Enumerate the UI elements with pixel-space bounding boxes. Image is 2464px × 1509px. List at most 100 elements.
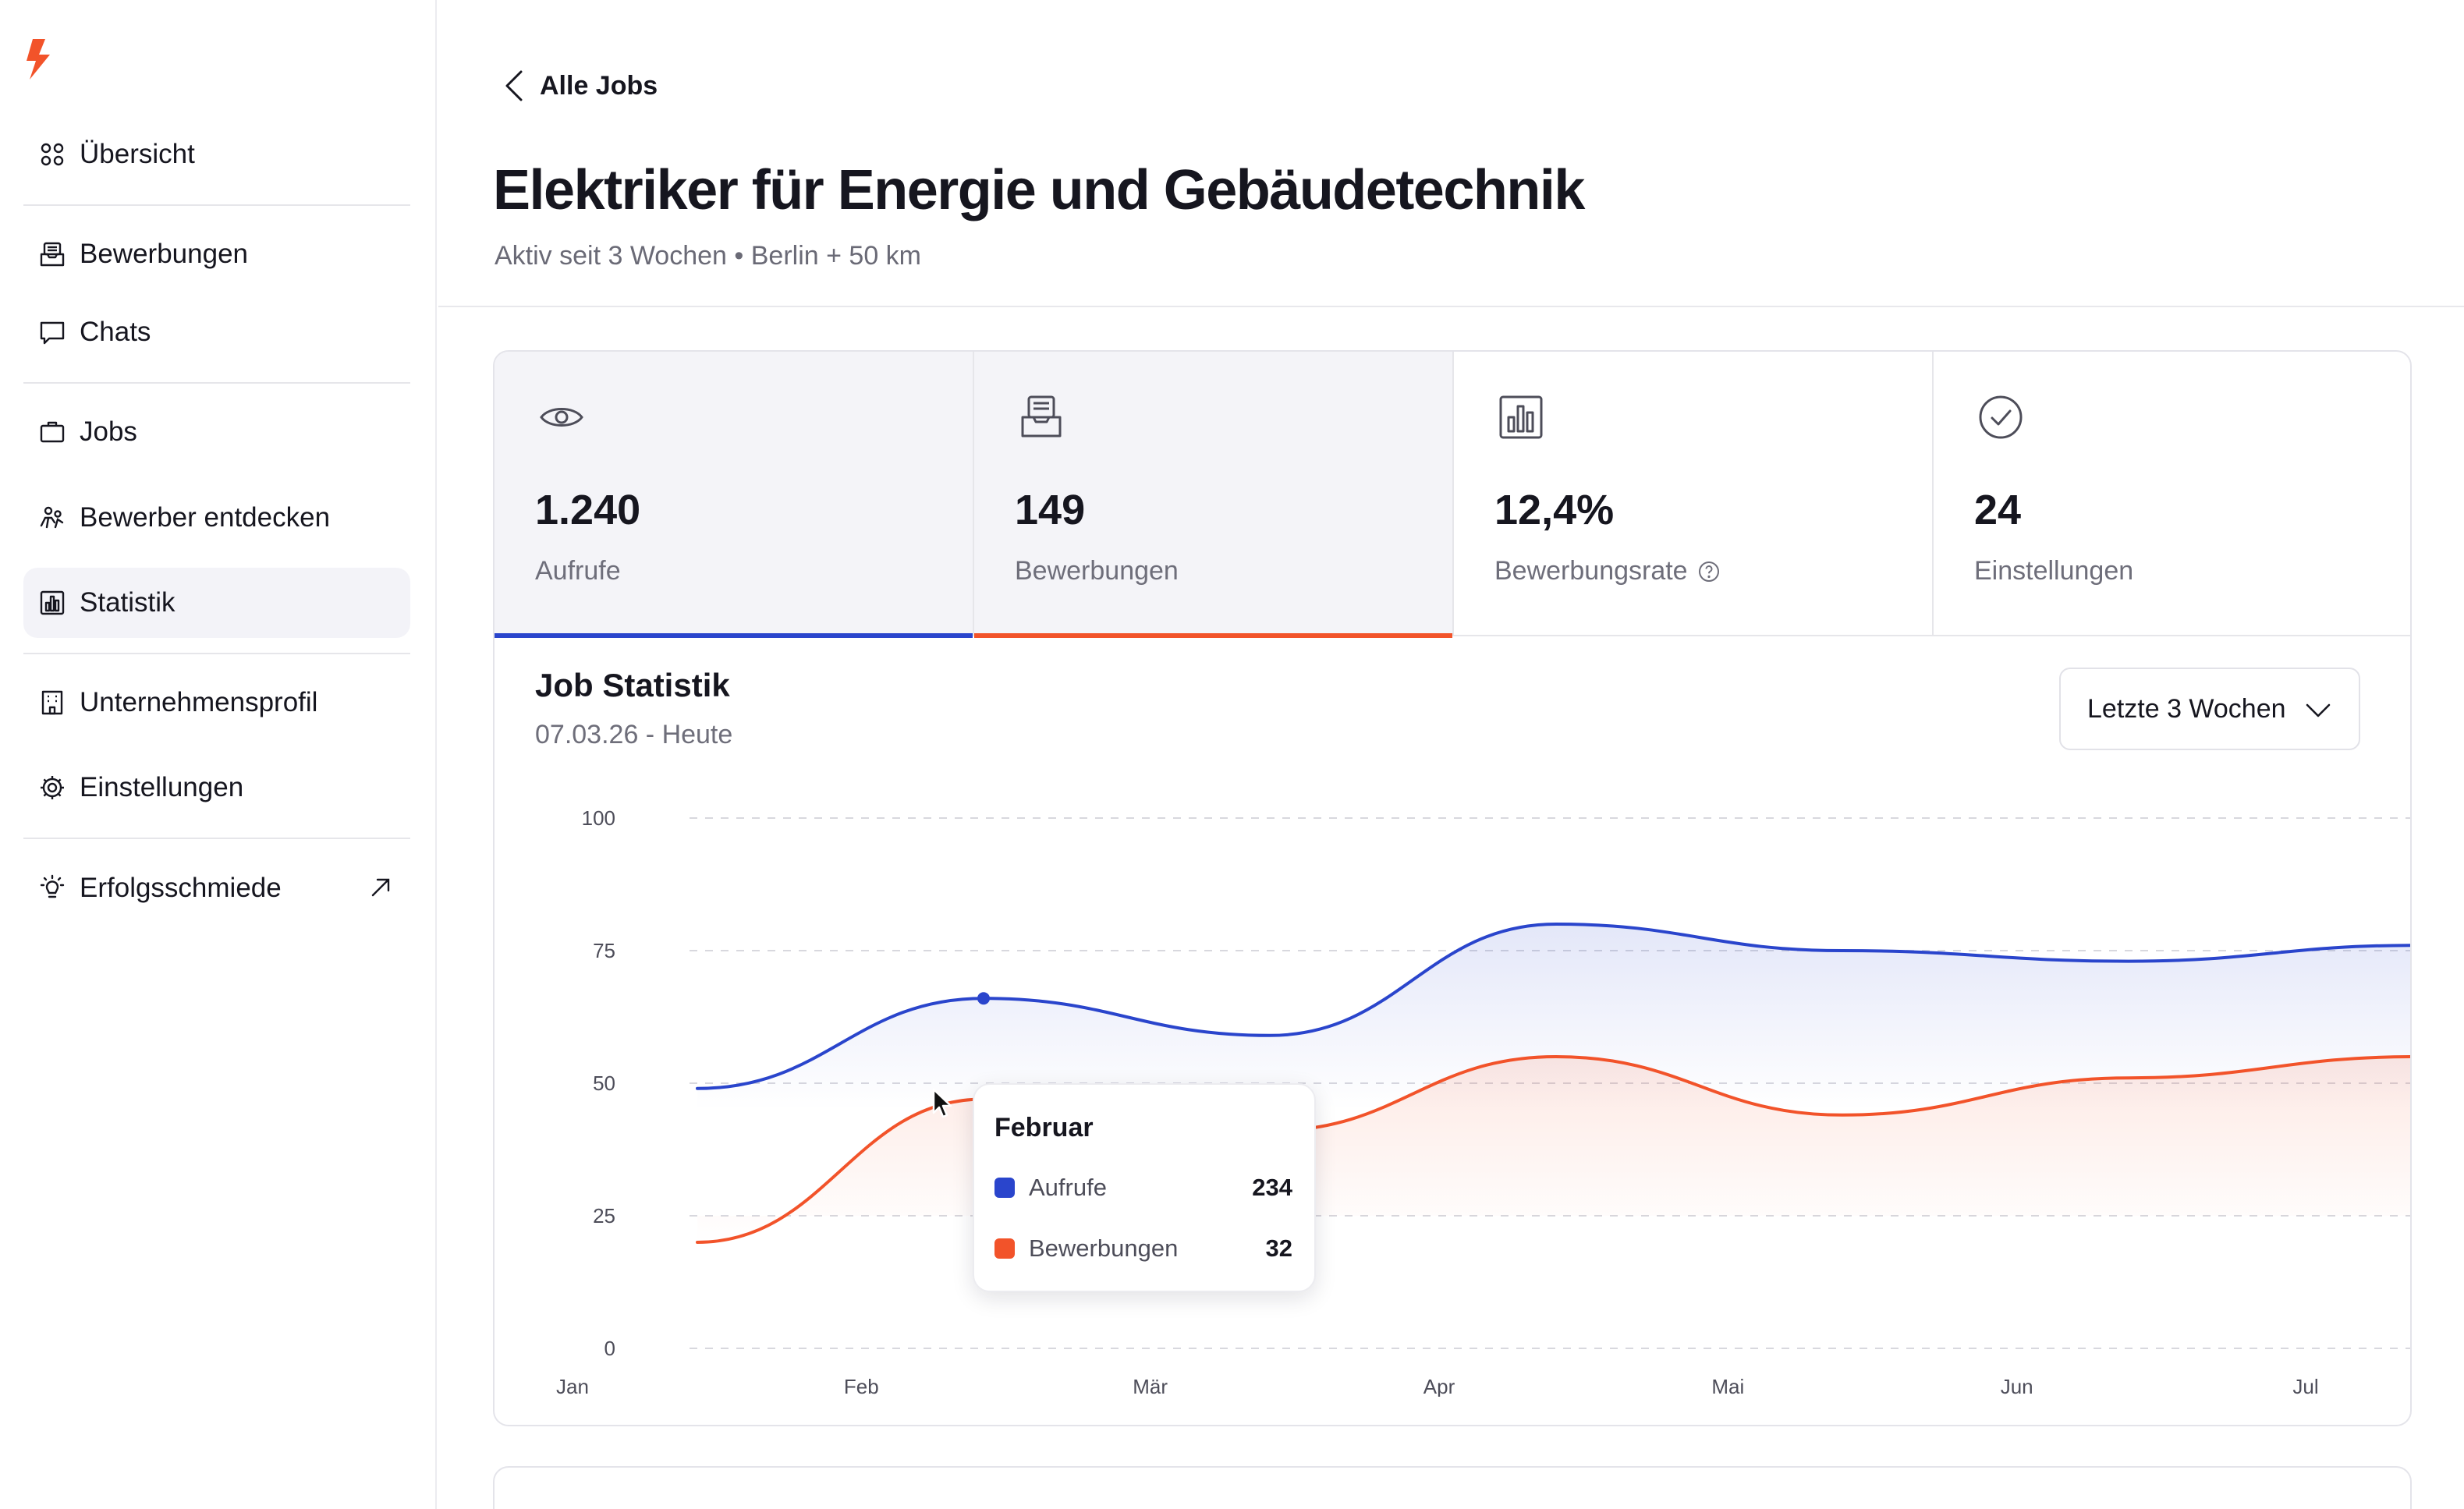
chevron-left-icon — [505, 70, 523, 101]
inbox-icon — [1021, 395, 1062, 437]
briefcase-icon — [37, 417, 67, 447]
header-divider — [438, 306, 2464, 307]
secondary-card — [493, 1466, 2412, 1509]
hover-point-aufrufe — [977, 992, 990, 1005]
series-area-aufrufe — [697, 924, 2410, 1110]
kpi-value: 1.240 — [535, 487, 641, 533]
chat-icon — [37, 317, 67, 347]
tooltip-row-bewerbungen: Bewerbungen 32 — [994, 1233, 1292, 1264]
mouse-cursor-icon — [932, 1088, 952, 1118]
y-tick-label: 25 — [593, 1204, 615, 1227]
x-tick-label: Mär — [1133, 1375, 1168, 1397]
building-icon — [37, 688, 67, 717]
sidebar-item-jobs[interactable]: Jobs — [23, 397, 410, 467]
help-icon[interactable] — [1697, 560, 1721, 583]
chart-tooltip: Februar Aufrufe 234 Bewerbungen 32 — [973, 1083, 1316, 1292]
kpi-active-indicator — [974, 633, 1452, 638]
x-tick-label: Feb — [844, 1375, 879, 1397]
tooltip-series-name: Aufrufe — [1029, 1174, 1107, 1201]
statistics-card: 1.240 Aufrufe 149 Bewerbungen 12,4% Bewe… — [493, 350, 2412, 1426]
sidebar-item-label: Einstellungen — [80, 772, 244, 802]
legend-swatch — [994, 1238, 1015, 1259]
sidebar-divider — [23, 838, 410, 839]
kpi-label-text: Bewerbungsrate — [1494, 556, 1688, 586]
main-content: Alle Jobs Elektriker für Energie und Geb… — [438, 0, 2464, 1509]
line-chart[interactable]: 0 25 50 75 100 Jan Feb Mär Apr Mai Jun Jul — [495, 788, 2412, 1397]
sidebar-item-unternehmensprofil[interactable]: Unternehmensprofil — [23, 668, 410, 738]
y-tick-label: 50 — [593, 1072, 615, 1095]
legend-swatch — [994, 1178, 1015, 1198]
sidebar-item-label: Übersicht — [80, 139, 195, 169]
sidebar-item-einstellungen[interactable]: Einstellungen — [23, 753, 410, 823]
inbox-icon — [37, 239, 67, 269]
tooltip-title: Februar — [994, 1113, 1094, 1142]
sidebar: Übersicht Bewerbungen Chats Jobs — [0, 0, 437, 1509]
sidebar-item-erfolgsschmiede[interactable]: Erfolgsschmiede — [23, 853, 410, 923]
kpi-label-text: Aufrufe — [535, 556, 621, 586]
sidebar-item-label: Bewerbungen — [80, 239, 248, 269]
tooltip-series-value: 234 — [1252, 1174, 1292, 1201]
gear-icon — [37, 773, 67, 802]
sidebar-item-label: Chats — [80, 317, 151, 347]
chevron-down-icon — [2306, 703, 2331, 717]
kpi-bewerbungen[interactable]: 149 Bewerbungen — [974, 352, 1454, 638]
period-select[interactable]: Letzte 3 Wochen — [2059, 668, 2360, 750]
tooltip-series-name: Bewerbungen — [1029, 1234, 1179, 1262]
kpi-label: Bewerbungsrate — [1494, 556, 1721, 586]
chart-title: Job Statistik — [535, 667, 730, 703]
brand-logo[interactable] — [22, 37, 56, 81]
y-tick-label: 100 — [582, 806, 615, 830]
kpi-value: 24 — [1974, 487, 2022, 533]
page-title: Elektriker für Energie und Gebäudetechni… — [493, 159, 1585, 221]
kpi-aufrufe[interactable]: 1.240 Aufrufe — [495, 352, 974, 638]
kpi-label: Bewerbungen — [1015, 556, 1179, 586]
sidebar-item-label: Bewerber entdecken — [80, 502, 331, 533]
x-tick-label: Apr — [1423, 1375, 1455, 1397]
sidebar-item-label: Unternehmensprofil — [80, 687, 318, 717]
sidebar-item-bewerber-entdecken[interactable]: Bewerber entdecken — [23, 483, 410, 553]
back-link[interactable]: Alle Jobs — [501, 67, 658, 104]
eye-icon — [540, 408, 583, 427]
sidebar-divider — [23, 382, 410, 384]
external-link-icon — [371, 878, 390, 897]
x-tick-label: Jul — [2292, 1375, 2318, 1397]
kpi-row: 1.240 Aufrufe 149 Bewerbungen 12,4% Bewe… — [495, 352, 2410, 638]
lightbulb-icon — [37, 873, 67, 903]
tooltip-row-aufrufe: Aufrufe 234 — [994, 1172, 1292, 1203]
bar-chart-icon — [37, 588, 67, 618]
sidebar-item-label: Erfolgsschmiede — [80, 873, 282, 903]
kpi-bewerbungsrate[interactable]: 12,4% Bewerbungsrate — [1454, 352, 1934, 636]
sidebar-divider — [23, 653, 410, 654]
sidebar-item-statistik[interactable]: Statistik — [23, 568, 410, 638]
kpi-active-indicator — [495, 633, 973, 638]
x-tick-label: Jun — [2001, 1375, 2033, 1397]
sidebar-item-label: Jobs — [80, 416, 137, 447]
grid-icon — [37, 140, 67, 169]
back-link-label: Alle Jobs — [540, 70, 658, 101]
series-line-bewerbungen — [696, 1054, 2410, 1244]
y-tick-label: 75 — [593, 939, 615, 962]
kpi-label: Aufrufe — [535, 556, 621, 586]
kpi-label-text: Bewerbungen — [1015, 556, 1179, 586]
kpi-value: 149 — [1015, 487, 1086, 533]
tooltip-series-value: 32 — [1265, 1234, 1292, 1262]
kpi-value: 12,4% — [1494, 487, 1615, 533]
x-tick-label: Jan — [556, 1375, 589, 1397]
sidebar-item-uebersicht[interactable]: Übersicht — [23, 119, 410, 190]
y-tick-label: 0 — [604, 1337, 615, 1360]
period-select-value: Letzte 3 Wochen — [2087, 693, 2286, 724]
page-subtitle: Aktiv seit 3 Wochen • Berlin + 50 km — [495, 241, 922, 271]
sidebar-divider — [23, 204, 410, 206]
chart-date-range: 07.03.26 - Heute — [535, 720, 733, 749]
kpi-label-text: Einstellungen — [1974, 556, 2134, 586]
kpi-label: Einstellungen — [1974, 556, 2133, 586]
bar-chart-icon — [1499, 395, 1543, 439]
sidebar-item-bewerbungen[interactable]: Bewerbungen — [23, 219, 410, 289]
check-circle-icon — [1979, 395, 2023, 439]
people-icon — [37, 503, 67, 533]
kpi-einstellungen[interactable]: 24 Einstellungen — [1934, 352, 2410, 636]
x-tick-label: Mai — [1711, 1375, 1744, 1397]
sidebar-item-chats[interactable]: Chats — [23, 297, 410, 367]
sidebar-item-label: Statistik — [80, 587, 175, 618]
